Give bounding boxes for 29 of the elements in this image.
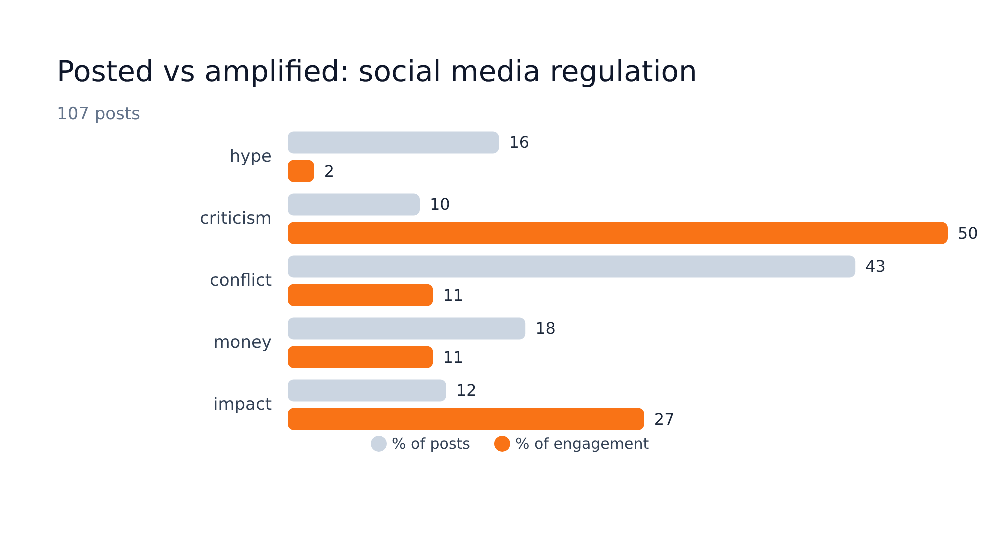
bar — [288, 194, 420, 216]
data-label: 27 — [654, 410, 675, 429]
bar — [288, 256, 856, 278]
chart-title: Posted vs amplified: social media regulation — [57, 54, 698, 88]
data-label: 12 — [456, 381, 477, 400]
data-label: 11 — [443, 286, 464, 305]
data-label: 43 — [866, 257, 886, 276]
y-tick-label: conflict — [210, 271, 272, 291]
y-tick-label: money — [214, 333, 272, 353]
bar — [288, 408, 644, 430]
data-label: 2 — [324, 162, 335, 181]
data-label: 10 — [430, 195, 450, 214]
data-label: 11 — [443, 348, 464, 367]
data-label: 16 — [509, 133, 530, 152]
bar — [288, 222, 948, 244]
y-tick-label: impact — [213, 395, 272, 415]
legend-label: % of engagement — [515, 435, 650, 453]
y-tick-label: hype — [230, 147, 272, 167]
data-label: 18 — [536, 319, 556, 338]
bar — [288, 346, 434, 368]
y-tick-label: criticism — [200, 209, 272, 229]
legend-label: % of posts — [392, 435, 471, 453]
bar — [288, 284, 434, 306]
bar — [288, 160, 314, 182]
bar — [288, 318, 526, 340]
bar — [288, 380, 446, 402]
text: 107 posts — [57, 104, 141, 124]
data-label: 50 — [958, 224, 978, 243]
bar — [288, 132, 500, 154]
